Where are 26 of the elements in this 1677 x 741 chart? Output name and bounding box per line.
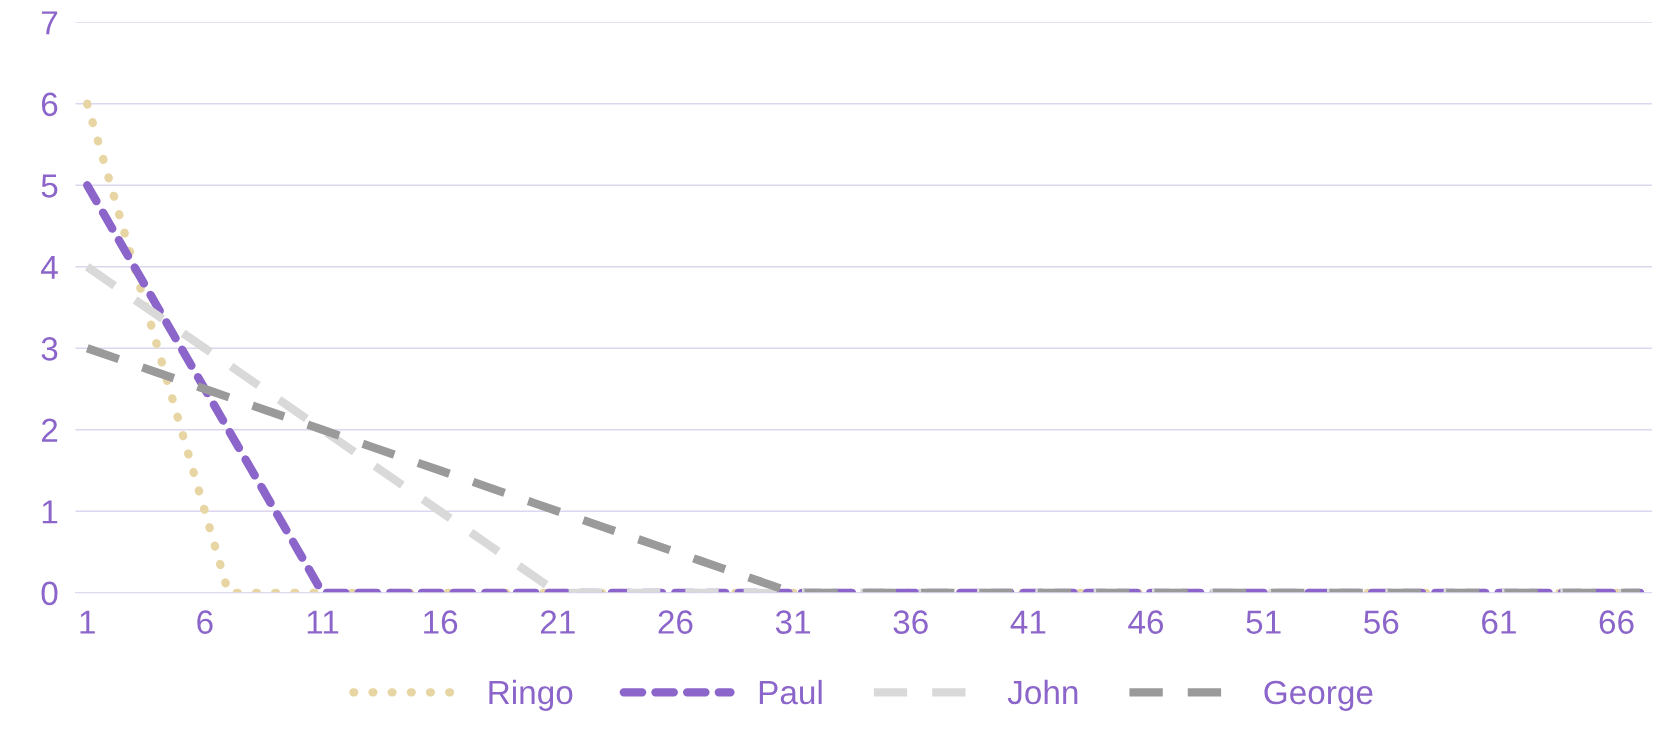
x-tick-label: 6 [197,610,213,634]
y-tick-label: 4 [41,255,58,279]
legend-label: George [1264,680,1373,711]
y-tick-label: 2 [41,418,58,442]
x-tick-label: 41 [1010,610,1046,634]
x-tick-label: 11 [307,610,339,634]
x-tick-label: 31 [775,610,810,634]
legend-label: John [1007,679,1078,705]
legend-label: Paul [759,679,822,705]
y-tick-label: 0 [41,581,58,606]
x-tick-label: 56 [1364,610,1399,634]
x-tick-label: 51 [1246,610,1281,634]
x-tick-label: 21 [540,610,575,634]
x-tick-label: 16 [424,610,458,634]
x-tick-label: 66 [1599,610,1634,634]
legend-label: Ringo [489,679,573,711]
y-tick-label: 3 [41,337,58,361]
x-tick-label: 1 [80,610,95,634]
y-tick-label: 5 [41,174,58,198]
y-tick-label: 7 [41,11,58,35]
y-tick-label: 1 [42,500,58,524]
x-tick-label: 46 [1128,610,1164,634]
x-tick-label: 36 [893,610,928,634]
x-tick-label: 61 [1482,610,1516,634]
x-tick-label: 26 [658,610,693,634]
y-tick-label: 6 [41,92,58,117]
